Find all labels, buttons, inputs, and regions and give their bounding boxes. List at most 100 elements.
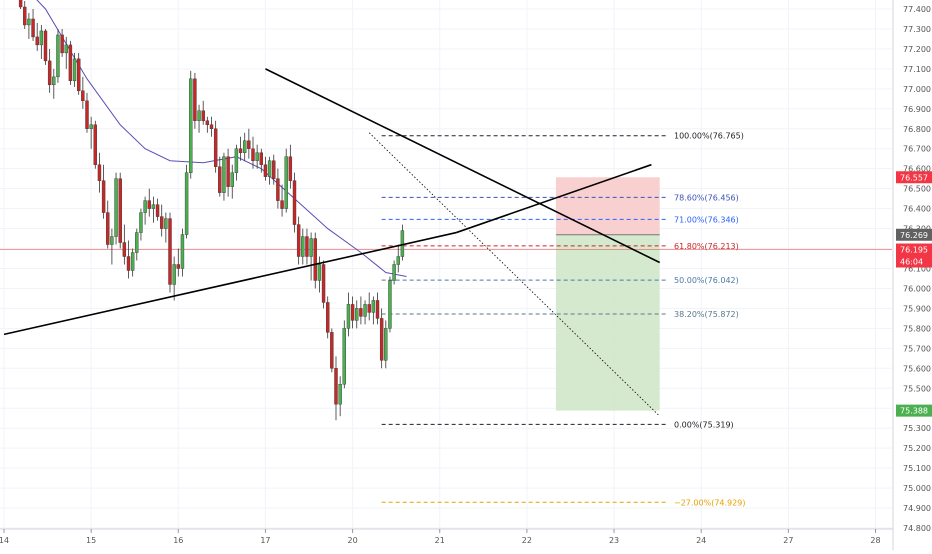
candle-body: [39, 30, 44, 46]
candle-body: [284, 156, 288, 209]
fib-level-label: 71.00%(76.346): [674, 215, 739, 224]
candle-body: [222, 156, 226, 193]
candle-body: [93, 124, 98, 165]
candle-body: [379, 318, 384, 361]
fib-level-label: 50.00%(76.042): [674, 276, 739, 285]
fib-level-label: 61.80%(76.213): [674, 242, 739, 251]
candle-body: [346, 304, 351, 329]
candle-body: [18, 0, 23, 8]
trendline: [456, 163, 652, 234]
candle-body: [288, 156, 293, 181]
price-label-text: 76.269: [900, 231, 928, 240]
candle-body: [56, 34, 60, 78]
candle-body: [143, 200, 147, 213]
candle-body: [213, 128, 218, 167]
price-label-box: [896, 228, 932, 241]
time-axis[interactable]: 14 15 16 17 20 21 22 23 24 27 28: [0, 528, 893, 545]
candle-body: [234, 148, 239, 173]
trendline: [3, 231, 457, 336]
candle-body: [375, 300, 380, 319]
price-tick-label: 75.700: [903, 344, 931, 353]
candle-body: [359, 308, 363, 317]
candle-body: [180, 234, 185, 269]
candle-body: [139, 212, 143, 233]
price-tick-label: 77.400: [903, 5, 931, 14]
candle-body: [384, 328, 388, 361]
candle-body: [122, 242, 127, 257]
candle-body: [267, 160, 272, 177]
time-tick-label: 20: [348, 536, 358, 545]
candle-body: [126, 256, 131, 271]
time-tick-label: 22: [522, 536, 532, 545]
candle-body: [81, 90, 85, 102]
price-tick-label: 74.800: [903, 524, 931, 533]
candle-body: [97, 164, 102, 181]
price-label-text: 75.388: [900, 407, 928, 416]
price-tick-label: 76.500: [903, 185, 931, 194]
candle-body: [151, 204, 156, 209]
price-axis-background: [893, 0, 932, 550]
price-tick-label: 76.900: [903, 105, 931, 114]
price-label-box: [896, 404, 932, 417]
candle-body: [52, 76, 56, 86]
candle-body: [263, 164, 268, 177]
candle-body: [101, 180, 106, 213]
price-tick-label: 74.900: [903, 504, 931, 513]
candle-body: [184, 172, 189, 235]
price-tick-label: 77.200: [903, 45, 931, 54]
candle-body: [114, 178, 118, 237]
candle-body: [193, 78, 197, 121]
candle-body: [76, 58, 81, 92]
price-tick-label: 76.600: [903, 165, 931, 174]
candle-body: [301, 236, 305, 257]
candle-body: [247, 140, 251, 149]
candle-body: [164, 218, 168, 229]
grid: [0, 0, 892, 529]
candle-body: [292, 180, 297, 225]
price-tick-label: 76.700: [903, 145, 931, 154]
time-tick-label: 14: [0, 536, 9, 545]
price-tick-label: 77.300: [903, 25, 931, 34]
candle-body: [280, 200, 284, 209]
candle-body: [31, 18, 35, 38]
candle-body: [85, 100, 89, 129]
candle-body: [272, 160, 276, 179]
price-axis[interactable]: 77.400 77.300 77.200 77.100 77.000 76.900 76.8…: [892, 0, 932, 550]
candle-body: [259, 152, 263, 165]
candle-body: [64, 44, 68, 54]
fib-level-label: 78.60%(76.456): [674, 193, 739, 202]
candle-body: [255, 152, 259, 161]
candle-body: [334, 368, 338, 405]
candle-body: [209, 124, 214, 129]
candle-body: [367, 304, 371, 313]
candle-body: [159, 216, 164, 229]
candle-body: [305, 236, 309, 257]
candle-body: [251, 148, 255, 161]
candle-body: [47, 60, 52, 86]
candle-body: [400, 230, 405, 257]
candle-body: [72, 58, 77, 82]
candle-body: [35, 36, 39, 46]
candle-body: [330, 332, 334, 369]
candle-body: [350, 304, 355, 321]
candle-body: [371, 300, 376, 313]
candle-body: [176, 264, 181, 269]
price-label-box: [896, 255, 932, 268]
candle-body: [201, 110, 205, 121]
fib-level-label: 100.00%(76.765): [674, 132, 744, 141]
time-tick-label: 21: [435, 536, 445, 545]
candle-body: [189, 78, 193, 173]
candle-body: [388, 280, 392, 329]
candle-body: [363, 304, 367, 317]
fib-level-label: 0.00%(75.319): [674, 420, 734, 429]
candle-body: [106, 212, 110, 245]
candle-body: [68, 44, 73, 82]
candle-body: [226, 156, 230, 187]
candle-body: [326, 302, 330, 333]
candle-body: [27, 18, 31, 26]
candle-body: [110, 236, 114, 245]
price-tick-label: 76.100: [903, 264, 931, 273]
